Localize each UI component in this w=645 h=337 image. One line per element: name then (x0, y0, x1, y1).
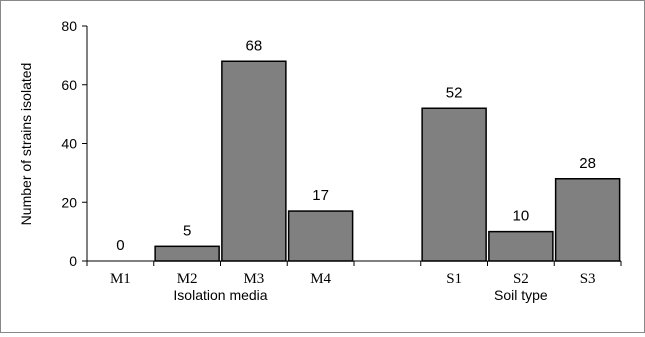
bars: 0 5 68 17 52 10 28 (116, 37, 621, 262)
bar-s3 (554, 178, 621, 262)
y-tick-label: 40 (61, 136, 77, 152)
bar-m2 (154, 245, 220, 262)
y-axis-title: Number of strains isolated (18, 63, 34, 226)
data-label-s3: 28 (579, 155, 596, 172)
bar-m4 (287, 210, 354, 262)
bar-s1 (421, 107, 487, 262)
y-tick-label: 0 (69, 253, 77, 269)
bar-m3 (221, 60, 287, 262)
x-tick-label-s3: S3 (580, 271, 596, 287)
data-label-m4: 17 (312, 187, 329, 204)
y-tick-label: 60 (61, 77, 77, 93)
x-tick-label-m2: M2 (177, 271, 198, 287)
x-axis: M1 M2 M3 M4 Isolation media S1 S2 S3 Soil type (86, 260, 622, 303)
group-label-1: Soil type (494, 287, 548, 303)
data-label-s1: 52 (446, 84, 463, 101)
bar-chart: Number of strains isolated 0 20 40 60 80 0 5 6… (18, 18, 622, 303)
x-tick-label-s2: S2 (513, 271, 529, 287)
bar-s2 (488, 230, 554, 262)
data-label-m1: 0 (116, 237, 124, 254)
data-label-m3: 68 (246, 37, 263, 54)
y-tick-label: 20 (61, 194, 77, 210)
x-tick-label-m1: M1 (110, 271, 131, 287)
y-axis: 0 20 40 60 80 (61, 18, 88, 269)
x-tick-label-s1: S1 (446, 271, 462, 287)
group-label-0: Isolation media (173, 287, 267, 303)
data-label-s2: 10 (513, 208, 530, 225)
x-tick-label-m3: M3 (243, 271, 264, 287)
x-tick-label-m4: M4 (310, 271, 331, 287)
data-label-m2: 5 (183, 222, 191, 239)
y-tick-label: 80 (61, 18, 77, 34)
